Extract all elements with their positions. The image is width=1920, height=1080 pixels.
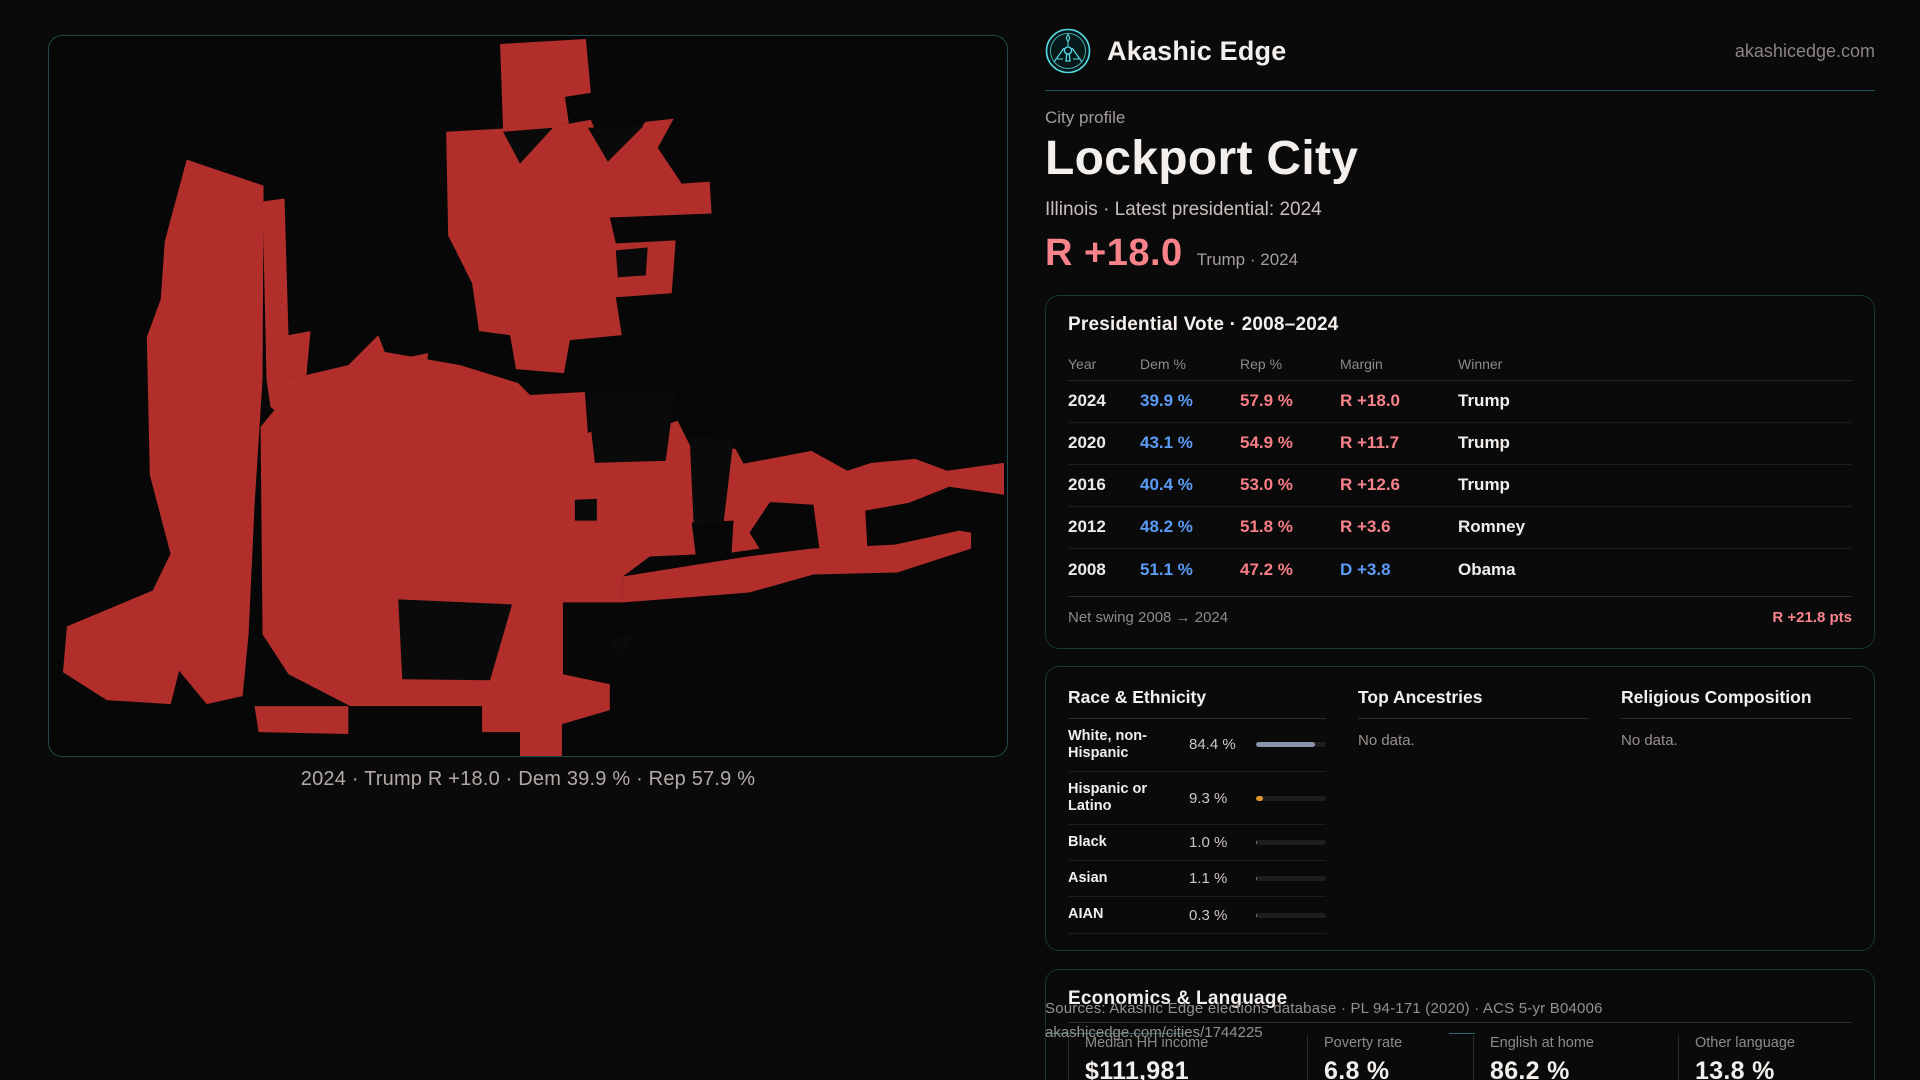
brand-logo-icon <box>1045 28 1091 74</box>
demographics-card: Race & Ethnicity White, non-Hispanic 84.… <box>1045 665 1875 951</box>
net-swing-value: R +21.8 pts <box>1772 608 1852 626</box>
col-margin: Margin <box>1340 355 1383 372</box>
table-row: 2008 51.1 % 47.2 % D +3.8 Obama <box>1068 559 1516 579</box>
race-bar-fill <box>1256 876 1257 882</box>
table-row: 2012 48.2 % 51.8 % R +3.6 Romney <box>1068 507 1852 549</box>
divider <box>1449 1032 1475 1034</box>
economics-card-title: Economics & Language <box>1068 988 1852 1023</box>
race-bar-fill <box>1256 742 1316 748</box>
col-rep: Rep % <box>1240 355 1283 372</box>
economics-stats: Median HH income $111,981 Poverty rate 6… <box>1068 1034 1852 1080</box>
stat-english-at-home: English at home 86.2 % <box>1473 1034 1678 1080</box>
table-row: 2024 39.9 % 57.9 % R +18.0 Trump <box>1068 381 1852 423</box>
stat-other-language: Other language 13.8 % <box>1678 1034 1852 1080</box>
list-item: White, non-Hispanic 84.4 % <box>1068 719 1326 773</box>
vote-card-title: Presidential Vote · 2008–2024 <box>1068 313 1339 335</box>
map-caption: 2024 · Trump R +18.0 · Dem 39.9 % · Rep … <box>300 768 756 790</box>
list-item: AIAN 0.3 % <box>1068 897 1326 934</box>
ancestries-section: Top Ancestries No data. <box>1358 687 1589 934</box>
city-permalink[interactable]: akashicedge.com/cities/1744225 <box>1045 1024 1263 1041</box>
stat-median-income: Median HH income $111,981 <box>1068 1034 1307 1080</box>
race-bar-fill <box>1256 795 1263 801</box>
religion-section: Religious Composition No data. <box>1621 687 1852 934</box>
eyebrow-label: City profile <box>1045 108 1126 127</box>
col-dem: Dem % <box>1140 355 1186 372</box>
city-boundary-map <box>48 35 1008 757</box>
page-subtitle: Illinois · Latest presidential: 2024 <box>1045 198 1322 220</box>
brand-name: Akashic Edge <box>1107 35 1287 66</box>
table-row: 2020 43.1 % 54.9 % R +11.7 Trump <box>1068 423 1852 465</box>
list-item: Asian 1.1 % <box>1068 861 1326 898</box>
divider <box>1046 1032 1186 1034</box>
religion-section-title: Religious Composition <box>1621 687 1852 719</box>
stat-poverty-rate: Poverty rate 6.8 % <box>1307 1034 1473 1080</box>
race-bar <box>1256 912 1326 918</box>
religion-empty-state: No data. <box>1621 731 1678 749</box>
net-swing-label: Net swing 2008 → 2024 <box>1068 608 1229 626</box>
race-bar <box>1256 840 1326 846</box>
race-bar <box>1256 795 1326 801</box>
vote-table-header: Year Dem % Rep % Margin Winner <box>1068 348 1852 381</box>
col-winner: Winner <box>1458 355 1503 372</box>
race-bar-fill <box>1256 840 1257 846</box>
race-ethnicity-section: Race & Ethnicity White, non-Hispanic 84.… <box>1068 687 1326 934</box>
latest-margin-value: R +18.0 <box>1045 231 1183 274</box>
ancestries-empty-state: No data. <box>1358 731 1415 749</box>
header: Akashic Edge akashicedge.com <box>1045 0 1875 91</box>
list-item: Hispanic or Latino 9.3 % <box>1068 772 1326 826</box>
table-row: 2016 40.4 % 53.0 % R +12.6 Trump <box>1068 465 1852 507</box>
economics-card: Economics & Language Median HH income $1… <box>1045 968 1875 1080</box>
col-year: Year <box>1068 355 1097 372</box>
list-item: Black 1.0 % <box>1068 825 1326 862</box>
city-boundary-shape <box>62 38 1005 756</box>
race-bar <box>1256 742 1326 748</box>
latest-margin: R +18.0 Trump · 2024 <box>1045 232 1875 275</box>
net-swing-row: Net swing 2008 → 2024 R +21.8 pts <box>1068 595 1852 636</box>
presidential-vote-card: Presidential Vote · 2008–2024 Year Dem %… <box>1045 294 1875 649</box>
race-section-title: Race & Ethnicity <box>1068 687 1326 719</box>
brand-domain-link[interactable]: akashicedge.com <box>1734 40 1875 61</box>
ancestries-section-title: Top Ancestries <box>1358 687 1589 719</box>
race-bar <box>1256 876 1326 882</box>
city-profile-panel: Akashic Edge akashicedge.com City profil… <box>1045 0 1875 1080</box>
latest-margin-context: Trump · 2024 <box>1196 249 1299 269</box>
page-title: Lockport City <box>1045 132 1359 185</box>
